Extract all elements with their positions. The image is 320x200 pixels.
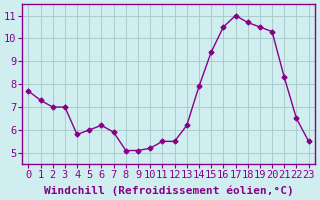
X-axis label: Windchill (Refroidissement éolien,°C): Windchill (Refroidissement éolien,°C) [44, 185, 293, 196]
